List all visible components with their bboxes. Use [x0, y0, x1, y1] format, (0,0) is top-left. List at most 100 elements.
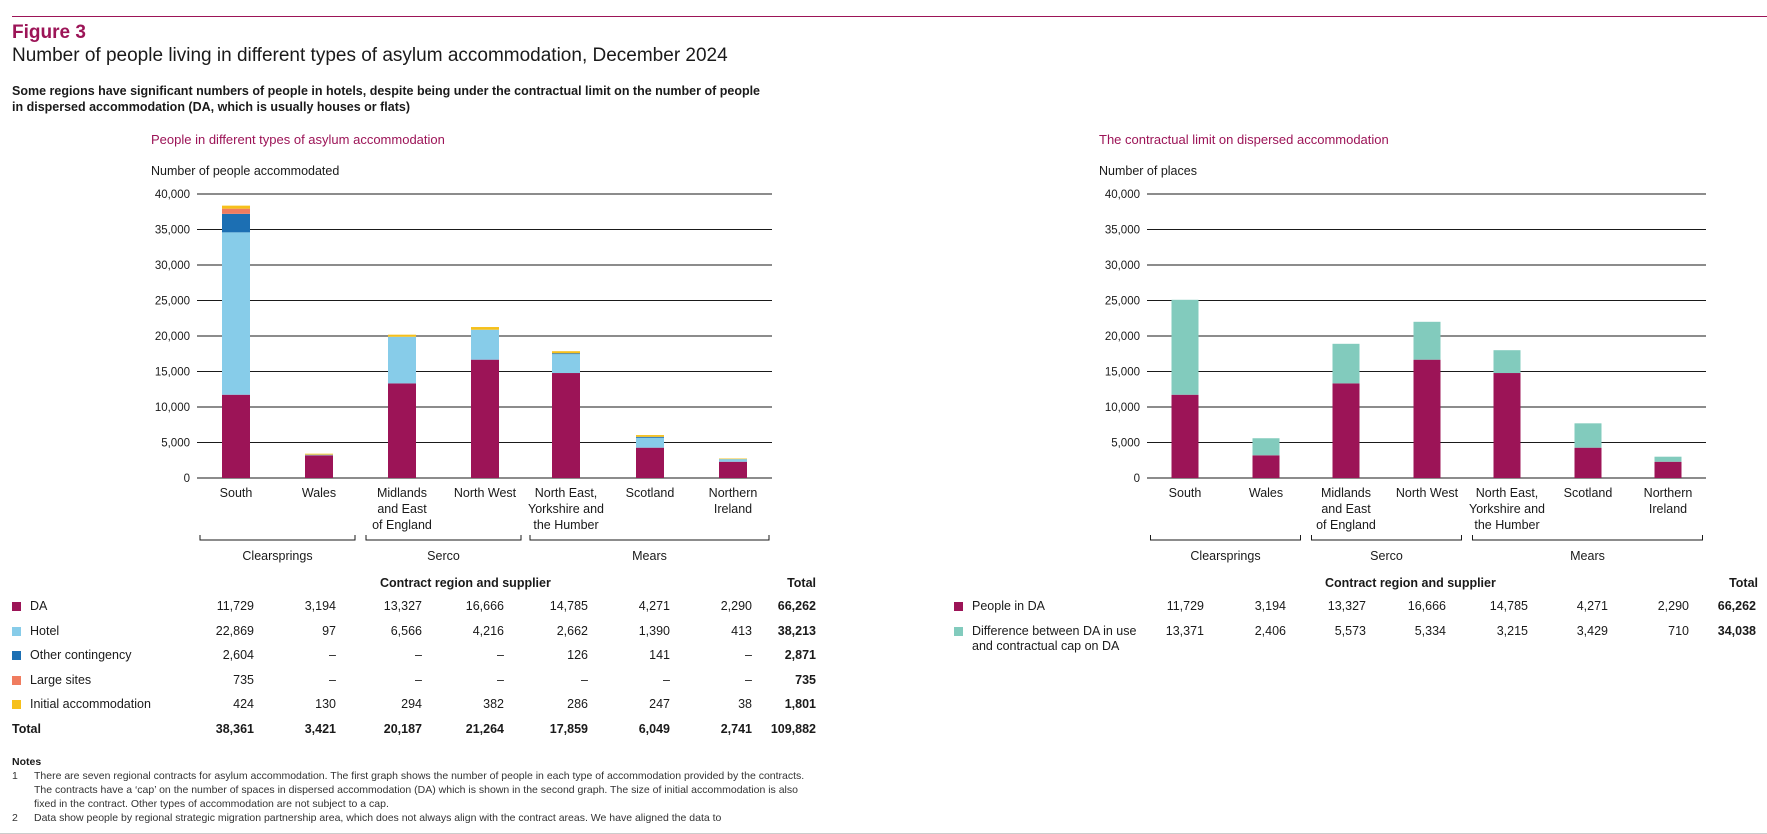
- left-x-tick-label: Ireland: [714, 502, 752, 516]
- left-table-cell: 382: [483, 697, 504, 711]
- left-bar-other-contingency: [636, 436, 664, 438]
- left-bar-da: [222, 394, 250, 478]
- left-bar-da: [471, 359, 499, 478]
- left-x-tick-label: and East: [377, 502, 427, 516]
- left-table-region-header: Contract region and supplier: [380, 576, 551, 590]
- left-y-tick-label: 0: [184, 473, 190, 485]
- right-bar-people-in-da: [1493, 373, 1521, 478]
- left-table-grand-total: 109,882: [770, 722, 816, 736]
- legend-label: People in DA: [972, 599, 1045, 613]
- left-chart-title: People in different types of asylum acco…: [151, 132, 445, 147]
- left-x-tick-label: South: [220, 486, 253, 500]
- left-bar-da: [636, 447, 664, 478]
- left-bar-other-contingency: [552, 353, 580, 355]
- left-y-tick-label: 20,000: [155, 331, 190, 343]
- right-table-cell: 11,729: [1166, 599, 1204, 613]
- left-table-cell: 413: [731, 624, 752, 638]
- left-table-cell: –: [745, 673, 752, 687]
- right-table-cell: 3,194: [1254, 599, 1286, 613]
- note-1-number: 1: [12, 770, 18, 782]
- left-table-total-cell: 2,741: [720, 722, 752, 736]
- left-table-row-total: 38,213: [777, 624, 816, 638]
- left-supplier-label: Mears: [632, 549, 667, 563]
- right-table-cell: 16,666: [1407, 599, 1446, 613]
- note-2-number: 2: [12, 812, 18, 824]
- right-x-tick-label: South: [1169, 486, 1202, 500]
- note-1: 1 There are seven regional contracts for…: [12, 769, 822, 811]
- right-bar-difference-between-da-in-use-and-contractual-cap-on-da: [1171, 299, 1199, 395]
- left-table-total-header: Total: [787, 576, 816, 590]
- right-bar-people-in-da: [1413, 359, 1441, 478]
- left-bar-initial-accommodation: [471, 327, 499, 330]
- left-table-row-total: 1,801: [784, 697, 816, 711]
- left-table-cell: 14,785: [549, 599, 588, 613]
- left-table-cell: 2,662: [556, 624, 588, 638]
- legend-label: Hotel: [30, 624, 60, 638]
- left-table-cell: 97: [322, 624, 336, 638]
- right-x-tick-label: Northern: [1644, 486, 1693, 500]
- left-table-total-label: Total: [12, 722, 41, 736]
- left-table-cell: 22,869: [215, 624, 254, 638]
- left-supplier-label: Serco: [427, 549, 460, 563]
- left-y-tick-label: 25,000: [155, 296, 190, 308]
- right-table-cell: 2,290: [1657, 599, 1689, 613]
- left-table-total-cell: 3,421: [304, 722, 336, 736]
- right-bar-difference-between-da-in-use-and-contractual-cap-on-da: [1574, 423, 1602, 448]
- right-table-row-total: 34,038: [1717, 624, 1756, 638]
- right-supplier-label: Clearsprings: [1190, 549, 1260, 563]
- left-table-cell: 424: [233, 697, 254, 711]
- left-y-tick-label: 5,000: [161, 438, 190, 450]
- legend-swatch: [12, 651, 21, 660]
- left-x-tick-label: Wales: [302, 486, 336, 500]
- left-table-cell: –: [745, 648, 752, 662]
- right-x-tick-label: Midlands: [1321, 486, 1371, 500]
- legend-label: Initial accommodation: [30, 697, 151, 711]
- right-x-tick-label: North East,: [1476, 486, 1539, 500]
- left-table-cell: 1,390: [638, 624, 670, 638]
- left-x-tick-label: North West: [454, 486, 517, 500]
- left-y-tick-label: 10,000: [155, 402, 190, 414]
- legend-label: Difference between DA in use and contrac…: [972, 624, 1137, 653]
- left-table-cell: –: [663, 673, 670, 687]
- right-supplier-bracket: [1150, 535, 1301, 541]
- right-x-tick-label: Scotland: [1564, 486, 1613, 500]
- figure-label: Figure 3: [12, 22, 86, 43]
- left-legend-row: Large sites: [12, 673, 210, 688]
- left-table-cell: –: [415, 648, 422, 662]
- right-supplier-label: Mears: [1570, 549, 1605, 563]
- left-table-row-total: 66,262: [777, 599, 816, 613]
- left-table-total-cell: 20,187: [383, 722, 422, 736]
- legend-swatch: [12, 700, 21, 709]
- legend-swatch: [954, 602, 963, 611]
- figure-title: Number of people living in different typ…: [12, 45, 728, 66]
- left-supplier-bracket: [365, 535, 522, 541]
- left-table-cell: 11,729: [216, 599, 254, 613]
- right-bar-people-in-da: [1171, 394, 1199, 478]
- left-bar-hotel: [719, 458, 747, 462]
- left-x-tick-label: Scotland: [626, 486, 675, 500]
- left-x-tick-label: Northern: [709, 486, 758, 500]
- left-bar-hotel: [305, 454, 333, 456]
- right-y-tick-label: 20,000: [1105, 331, 1140, 343]
- left-table-cell: 294: [401, 697, 422, 711]
- left-table-cell: 2,604: [222, 648, 254, 662]
- right-table-cell: 5,573: [1334, 624, 1366, 638]
- right-chart-title: The contractual limit on dispersed accom…: [1099, 132, 1389, 147]
- right-supplier-label: Serco: [1370, 549, 1403, 563]
- right-bar-difference-between-da-in-use-and-contractual-cap-on-da: [1413, 321, 1441, 360]
- right-table-cell: 14,785: [1489, 599, 1528, 613]
- left-bar-initial-accommodation: [305, 453, 333, 455]
- left-table-cell: –: [497, 648, 504, 662]
- left-table-cell: –: [581, 673, 588, 687]
- right-x-tick-label: the Humber: [1474, 518, 1539, 532]
- right-table-cell: 13,327: [1327, 599, 1366, 613]
- right-bar-difference-between-da-in-use-and-contractual-cap-on-da: [1252, 438, 1280, 456]
- right-y-tick-label: 15,000: [1105, 367, 1140, 379]
- figure-subtitle: Some regions have significant numbers of…: [12, 84, 761, 114]
- right-bar-people-in-da: [1574, 447, 1602, 478]
- note-2-text: Data show people by regional strategic m…: [34, 812, 722, 824]
- left-x-tick-label: the Humber: [533, 518, 598, 532]
- left-x-tick-label: of England: [372, 518, 432, 532]
- left-bar-initial-accommodation: [388, 334, 416, 337]
